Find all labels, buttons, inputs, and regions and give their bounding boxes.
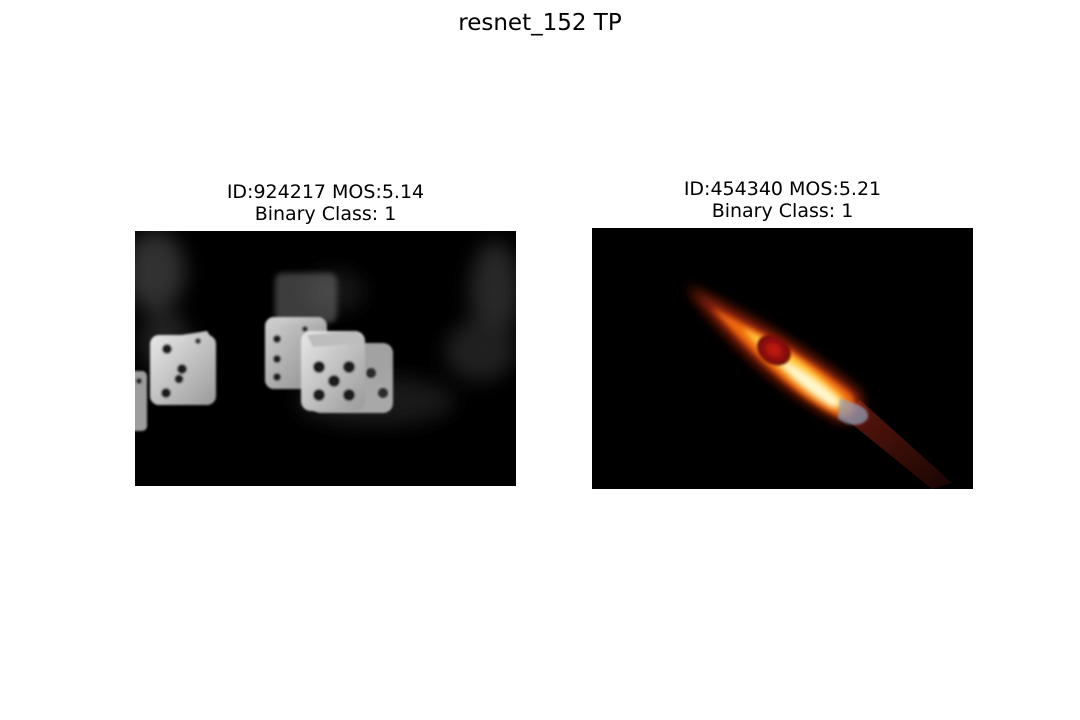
panel-2-image [592,228,973,489]
panel-2-binary-class: Binary Class: 1 [711,200,854,222]
panel-1-image [135,231,516,486]
panel-2-title: ID:454340 MOS:5.21 Binary Class: 1 [592,178,973,222]
panel-1-id-mos: ID:924217 MOS:5.14 [226,181,425,203]
match-photo-graphic [592,228,973,489]
panel-1-title: ID:924217 MOS:5.14 Binary Class: 1 [135,181,516,225]
panel-1-binary-class: Binary Class: 1 [254,203,397,225]
figure-title: resnet_152 TP [458,10,622,36]
dice-photo-graphic [135,231,516,486]
panel-2-id-mos: ID:454340 MOS:5.21 [683,178,882,200]
